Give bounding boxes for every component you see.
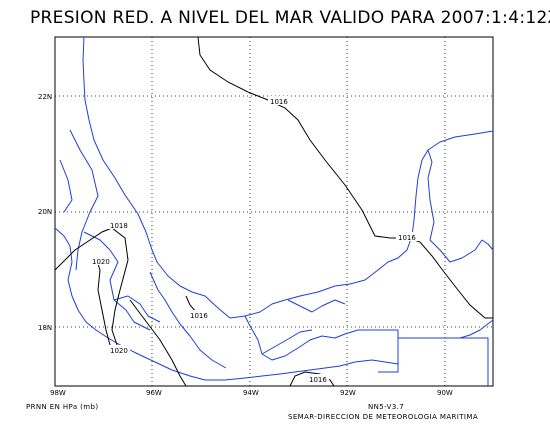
contour-label-1018: 1018 [110,222,128,230]
agency-label: SEMAR-DIRECCION DE METEOROLOGIA MARITIMA [288,413,479,421]
contour-labels: 1016 1016 1018 1020 1016 1020 1016 [90,96,418,384]
map-title: PRESION RED. A NIVEL DEL MAR VALIDO PARA… [30,8,550,28]
lat-label-20n: 20N [38,208,53,216]
lon-label-92w: 92W [340,389,356,397]
lat-label-18n: 18N [38,324,53,332]
units-label: PRNN EN HPa (mb) [26,403,99,411]
contour-label-1020-lower: 1020 [110,347,128,355]
map-frame [54,36,494,387]
lon-label-94w: 94W [243,389,259,397]
lat-label-22n: 22N [38,93,53,101]
coastline [54,36,494,386]
isobars [54,36,493,387]
graticule [55,37,493,386]
contour-label-1016-north: 1016 [270,98,288,106]
contour-label-1020-upper: 1020 [92,258,110,266]
contour-label-1016-south: 1016 [309,376,327,384]
lon-label-96w: 96W [146,389,162,397]
contour-label-1016-center: 1016 [190,312,208,320]
lon-label-90w: 90W [437,389,453,397]
contour-label-1016-east: 1016 [398,234,416,242]
lon-label-98w: 98W [50,389,66,397]
model-label: NN5-V3.7 [368,403,405,411]
